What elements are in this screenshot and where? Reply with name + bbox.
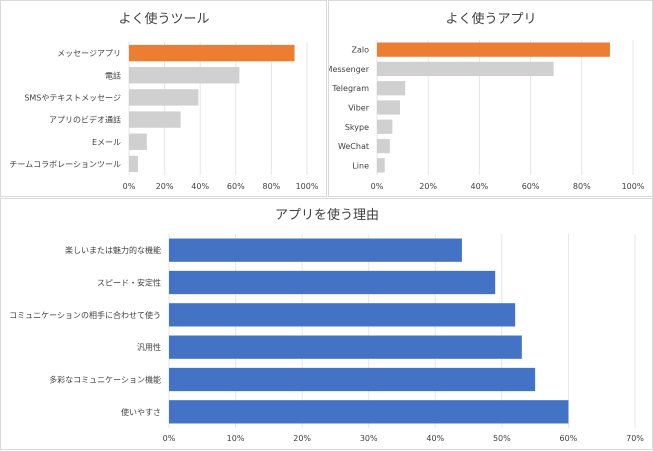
bar — [377, 158, 385, 173]
x-tick-label: 100% — [622, 182, 645, 191]
x-tick-label: 40% — [191, 182, 209, 191]
category-label: WeChat — [338, 142, 369, 151]
bar — [169, 400, 569, 424]
bar — [377, 119, 393, 134]
chart-reasons: アプリを使う理由 0% 10% 20% 30% 40% 50% 60% 70% 楽しいまたは魅力的… — [9, 207, 644, 443]
category-label: コミュニケーションの相手に合わせて使う — [9, 310, 161, 320]
bar — [129, 155, 138, 173]
category-label: Telegram — [331, 84, 369, 93]
x-tick-label: 20% — [419, 182, 437, 191]
bar — [169, 335, 522, 359]
bar — [129, 44, 295, 62]
x-tick-label: 10% — [227, 434, 245, 443]
chart-panel-reasons: アプリを使う理由 0% 10% 20% 30% 40% 50% 60% 70% 楽しいまたは魅力的… — [0, 198, 653, 450]
bar — [377, 100, 401, 115]
bar — [129, 111, 181, 128]
bar — [169, 270, 496, 295]
chart-title: アプリを使う理由 — [275, 207, 379, 223]
category-label: Messenger — [329, 65, 370, 74]
chart-title: よく使うツール — [118, 11, 209, 27]
chart-apps: よく使うアプリ 0% 20% 40% 60% 80% 100% Zalo Messenger Te… — [329, 11, 645, 191]
category-label: Viber — [348, 104, 370, 113]
x-tick-label: 60% — [522, 182, 540, 191]
x-tick-label: 20% — [156, 182, 174, 191]
x-tick-label: 20% — [293, 434, 311, 443]
bar — [377, 138, 390, 154]
bar — [169, 238, 462, 262]
x-tick-label: 70% — [626, 434, 644, 443]
x-tick-label: 40% — [471, 182, 489, 191]
category-label: Eメール — [92, 138, 121, 147]
x-tick-label: 100% — [296, 182, 319, 191]
x-tick-label: 80% — [573, 182, 591, 191]
bar — [377, 42, 610, 57]
category-label: Zalo — [352, 46, 370, 55]
bar — [377, 61, 554, 77]
chart-title: よく使うアプリ — [445, 11, 536, 27]
x-tick-label: 60% — [560, 434, 578, 443]
category-label: アプリのビデオ通話 — [49, 115, 121, 125]
x-tick-label: 60% — [227, 182, 245, 191]
bar — [377, 81, 406, 96]
bar — [169, 367, 536, 392]
x-tick-label: 0% — [371, 182, 384, 191]
x-tick-label: 80% — [263, 182, 281, 191]
category-label: SMSやテキストメッセージ — [24, 93, 121, 102]
bar — [129, 89, 199, 106]
bar — [129, 133, 147, 150]
x-tick-label: 50% — [493, 434, 511, 443]
category-label: 使いやすさ — [121, 407, 161, 417]
category-label: メッセージアプリ — [57, 49, 121, 58]
bar — [129, 67, 240, 84]
category-label: Skype — [345, 123, 369, 132]
category-label: チームコラボレーションツール — [9, 160, 121, 169]
bar — [169, 303, 516, 327]
x-tick-label: 40% — [426, 434, 444, 443]
category-label: 多彩なコミュニケーション機能 — [49, 375, 161, 385]
x-tick-label: 0% — [163, 434, 176, 443]
category-label: 楽しいまたは魅力的な機能 — [65, 245, 161, 255]
x-tick-label: 0% — [123, 182, 136, 191]
chart-panel-tools: よく使うツール 0% 20% 40% 60% 80% 100% メッセージアプリ電話 SMSやテ… — [0, 0, 327, 197]
category-label: スピード・安定性 — [97, 278, 161, 288]
x-tick-label: 30% — [360, 434, 378, 443]
category-label: 電話 — [105, 70, 121, 80]
category-label: 汎用性 — [137, 342, 161, 352]
category-label: Line — [352, 161, 369, 170]
chart-panel-apps: よく使うアプリ 0% 20% 40% 60% 80% 100% Zalo Messenger Te… — [328, 0, 653, 197]
